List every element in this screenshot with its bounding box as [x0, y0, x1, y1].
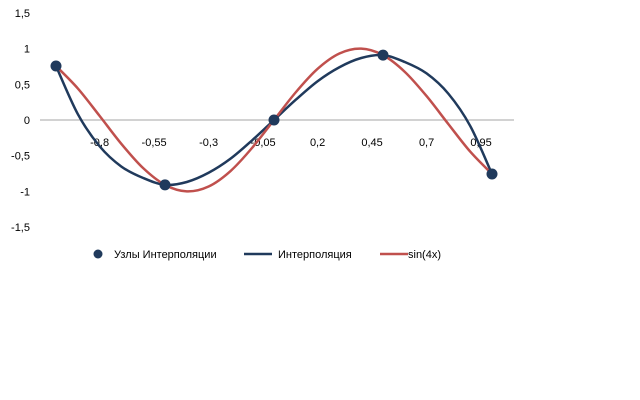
legend-label-sin4x: sin(4x) [408, 249, 441, 261]
interpolation-node-point [486, 168, 498, 180]
x-tick-label: -0,05 [251, 137, 276, 149]
legend-label-nodes: Узлы Интерполяции [114, 249, 217, 261]
interpolation-node-point [377, 49, 389, 61]
legend-marker-nodes [93, 249, 103, 259]
y-tick-label: -0,5 [11, 151, 30, 163]
axes: -1,5-1-0,500,511,5-0,8 -0,55 -0,3 -0,05 0,2 0… [11, 8, 514, 234]
interpolation-node-point [50, 60, 62, 72]
y-tick-label: 0 [24, 115, 30, 127]
x-tick-label: 0,2 [310, 137, 325, 149]
x-tick-label: 0,45 [361, 137, 382, 149]
y-tick-label: 1 [24, 44, 30, 56]
x-tick-label: -0,55 [142, 137, 167, 149]
plot-area [50, 47, 498, 193]
y-tick-label: -1 [20, 186, 30, 198]
y-tick-label: -1,5 [11, 222, 30, 234]
x-tick-label: 0,7 [419, 137, 434, 149]
y-tick-label: 0,5 [15, 79, 30, 91]
legend-label-interpolation: Интерполяция [278, 249, 352, 261]
interpolation-node-point [159, 179, 171, 191]
y-tick-label: 1,5 [15, 8, 30, 20]
x-tick-label: -0,3 [199, 137, 218, 149]
legend: Узлы Интерполяции Интерполяция sin(4x) [93, 249, 441, 261]
interpolation-node-point [268, 114, 280, 126]
